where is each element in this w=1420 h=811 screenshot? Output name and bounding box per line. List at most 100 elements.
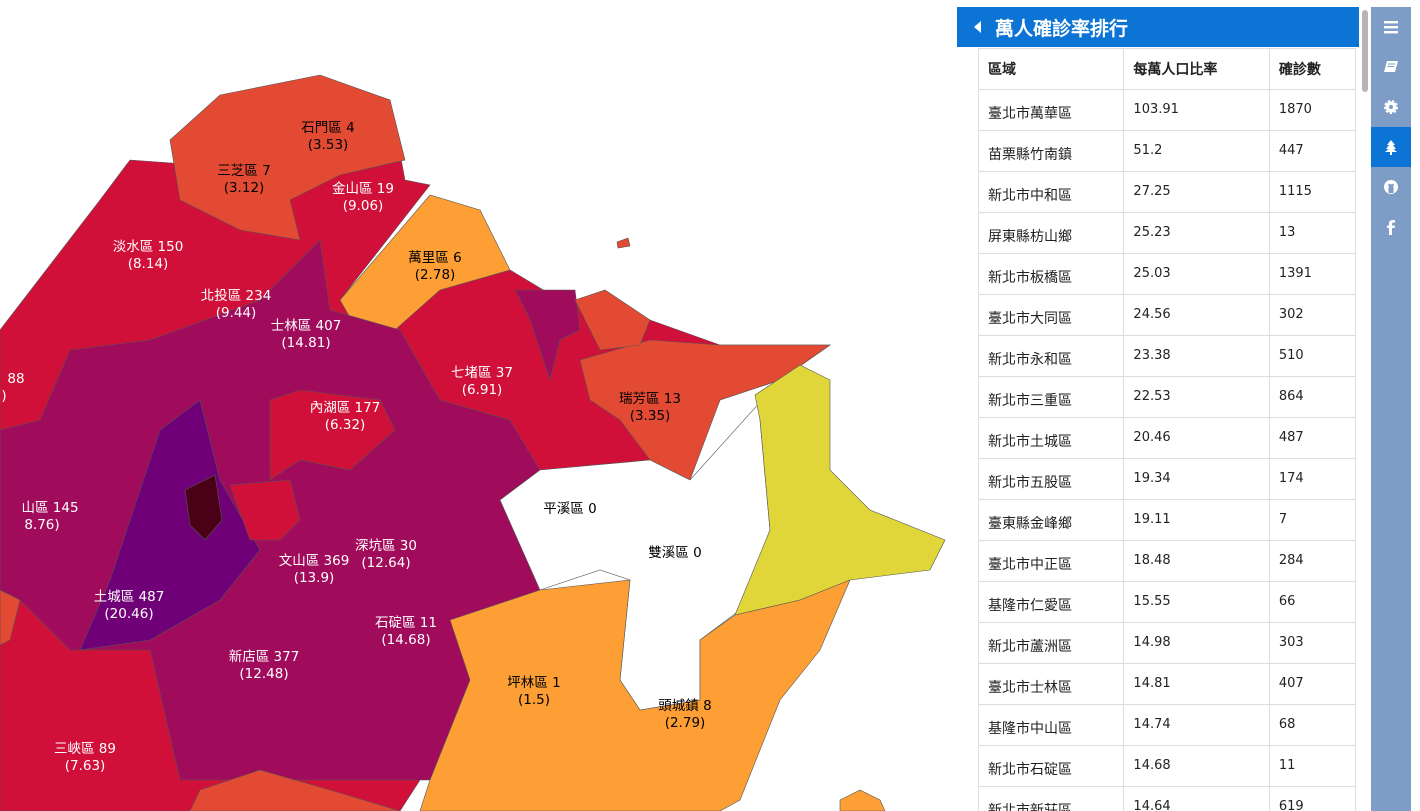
table-row[interactable]: 臺東縣金峰鄉 19.11 7 xyxy=(977,499,1357,541)
book-button[interactable] xyxy=(1371,47,1411,87)
column-header[interactable]: 每萬人口比率 xyxy=(1123,48,1270,90)
district xyxy=(0,589,21,646)
area-cell: 新北市板橋區 xyxy=(977,253,1125,295)
district-name: 平溪區 0 xyxy=(543,501,596,517)
rate-cell: 25.03 xyxy=(1123,253,1270,295)
district-name: 頭城鎮 8 xyxy=(658,698,711,714)
count-cell: 11 xyxy=(1268,745,1357,787)
area-cell: 屏東縣枋山鄉 xyxy=(977,212,1125,254)
district-name: 金山區 19 xyxy=(332,181,394,197)
rate-cell: 20.46 xyxy=(1123,417,1270,459)
panel-header[interactable]: 萬人確診率排行 xyxy=(957,7,1359,47)
column-header[interactable]: 區域 xyxy=(977,48,1125,90)
table-row[interactable]: 新北市石碇區 14.68 11 xyxy=(977,745,1357,787)
district xyxy=(419,579,851,811)
district-rate: (7.63) xyxy=(65,758,106,774)
district-name: 雙溪區 0 xyxy=(648,545,701,561)
rate-cell: 19.11 xyxy=(1123,499,1270,541)
district-name: 新店區 377 xyxy=(229,649,300,665)
rate-cell: 14.98 xyxy=(1123,622,1270,664)
district-rate: (12.64) xyxy=(361,555,410,571)
district xyxy=(579,339,831,481)
district-rate: (14.68) xyxy=(381,632,430,648)
labels: 石門區 4(3.53) 三芝區 7(3.12) 金山區 19(9.06) 淡水區 15… xyxy=(1,120,711,774)
settings-button[interactable] xyxy=(1371,87,1411,127)
table-row[interactable]: 苗栗縣竹南鎮 51.2 447 xyxy=(977,130,1357,172)
district-rate: (8.14) xyxy=(128,256,169,272)
district-rate: (20.46) xyxy=(104,606,153,622)
table-row[interactable]: 新北市蘆洲區 14.98 303 xyxy=(977,622,1357,664)
district-rate: (9.44) xyxy=(216,305,257,321)
area-cell: 臺北市中正區 xyxy=(977,540,1125,582)
tree-button[interactable] xyxy=(1371,127,1411,167)
count-cell: 66 xyxy=(1268,581,1357,623)
district-rate: (2.78) xyxy=(415,267,456,283)
district-rate: (2.79) xyxy=(665,715,706,731)
district-name: 山區 145 xyxy=(21,500,78,516)
table-row[interactable]: 新北市土城區 20.46 487 xyxy=(977,417,1357,459)
district xyxy=(79,399,261,651)
table-row[interactable]: 新北市新莊區 14.64 619 xyxy=(977,786,1357,811)
district-name: 士林區 407 xyxy=(271,318,342,334)
table-row[interactable]: 基隆市中山區 14.74 68 xyxy=(977,704,1357,746)
facebook-button[interactable] xyxy=(1371,207,1411,247)
panel-title: 萬人確診率排行 xyxy=(995,17,1129,40)
rate-cell: 14.74 xyxy=(1123,704,1270,746)
district xyxy=(169,74,406,241)
table-row[interactable]: 基隆市仁愛區 15.55 66 xyxy=(977,581,1357,623)
rate-cell: 103.91 xyxy=(1123,89,1270,131)
table-row[interactable]: 新北市五股區 19.34 174 xyxy=(977,458,1357,500)
district-name: 三芝區 7 xyxy=(217,163,270,179)
district-name: 石碇區 11 xyxy=(375,615,437,631)
table-row[interactable]: 新北市永和區 23.38 510 xyxy=(977,335,1357,377)
area-cell: 基隆市中山區 xyxy=(977,704,1125,746)
icon xyxy=(1384,21,1398,34)
table-row[interactable]: 新北市三重區 22.53 864 xyxy=(977,376,1357,418)
rate-cell: 24.56 xyxy=(1123,294,1270,336)
district-name: 三峽區 89 xyxy=(54,741,116,757)
rate-cell: 15.55 xyxy=(1123,581,1270,623)
district-rate: 8.76) xyxy=(24,517,59,533)
count-cell: 407 xyxy=(1268,663,1357,705)
table-row[interactable]: 臺北市中正區 18.48 284 xyxy=(977,540,1357,582)
menu-button[interactable] xyxy=(1371,7,1411,47)
count-cell: 13 xyxy=(1268,212,1357,254)
ranking-table: 區域 每萬人口比率 確診數 臺北市萬華區 103.91 1870 苗栗縣竹南鎮 51.2 44… xyxy=(977,48,1357,811)
icon xyxy=(1387,220,1395,235)
rate-cell: 14.81 xyxy=(1123,663,1270,705)
district-name: 北投區 234 xyxy=(201,288,272,304)
district xyxy=(574,289,651,351)
area-cell: 新北市五股區 xyxy=(977,458,1125,500)
district-name: 萬里區 6 xyxy=(408,250,461,266)
area-cell: 苗栗縣竹南鎮 xyxy=(977,130,1125,172)
rate-cell: 27.25 xyxy=(1123,171,1270,213)
table-row[interactable]: 屏東縣枋山鄉 25.23 13 xyxy=(977,212,1357,254)
district-rate: (9.06) xyxy=(343,198,384,214)
count-cell: 1115 xyxy=(1268,171,1357,213)
area-cell: 基隆市仁愛區 xyxy=(977,581,1125,623)
column-header[interactable]: 確診數 xyxy=(1268,48,1357,90)
district-rate: (3.12) xyxy=(224,180,265,196)
table-row[interactable]: 新北市板橋區 25.03 1391 xyxy=(977,253,1357,295)
area-cell: 臺北市大同區 xyxy=(977,294,1125,336)
district-rate: (14.81) xyxy=(281,335,330,351)
district xyxy=(269,389,396,481)
area-cell: 新北市蘆洲區 xyxy=(977,622,1125,664)
table-row[interactable]: 臺北市士林區 14.81 407 xyxy=(977,663,1357,705)
table-row[interactable]: 臺北市萬華區 103.91 1870 xyxy=(977,89,1357,131)
count-cell: 619 xyxy=(1268,786,1357,811)
collapse-arrow[interactable] xyxy=(974,21,981,33)
district xyxy=(189,769,401,811)
rate-cell: 19.34 xyxy=(1123,458,1270,500)
scrollbar[interactable] xyxy=(1362,10,1368,92)
district-name: 瑞芳區 13 xyxy=(619,391,681,407)
district xyxy=(229,479,301,541)
rate-cell: 51.2 xyxy=(1123,130,1270,172)
github-button[interactable] xyxy=(1371,167,1411,207)
table-row[interactable]: 臺北市大同區 24.56 302 xyxy=(977,294,1357,336)
district xyxy=(514,289,581,382)
rate-cell: 22.53 xyxy=(1123,376,1270,418)
count-cell: 68 xyxy=(1268,704,1357,746)
table-row[interactable]: 新北市中和區 27.25 1115 xyxy=(977,171,1357,213)
